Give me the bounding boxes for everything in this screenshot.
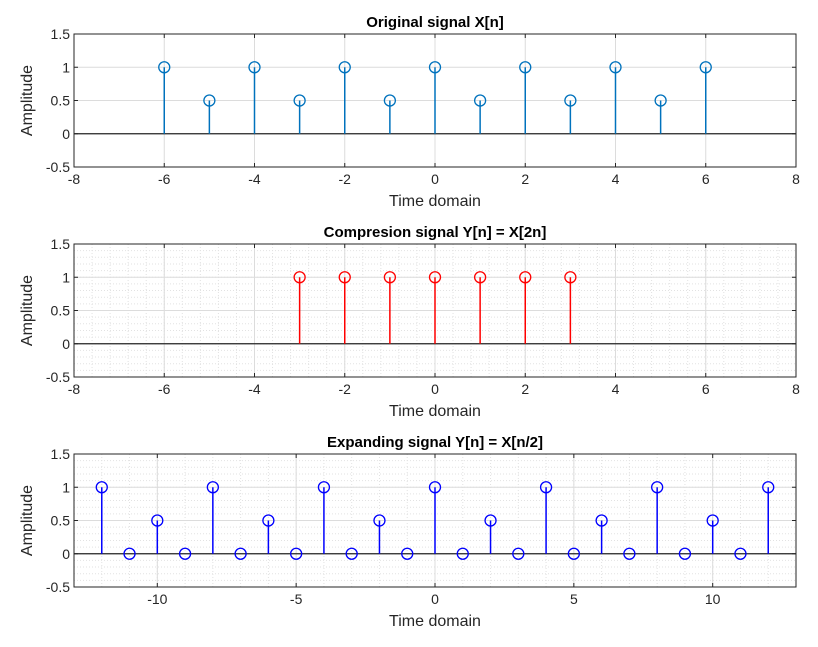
stem-marker	[473, 94, 487, 107]
subplot-2: -8 -6 -4 -2 0 2 4 6 8 -0.5 0 0.5 1 1.5 Compresion sign…	[19, 224, 800, 420]
x-tick-label: -2	[339, 381, 352, 397]
y-tick-label: 1	[62, 479, 70, 495]
y-tick-label: 0	[62, 126, 70, 142]
stem-marker	[373, 514, 386, 527]
y-tick-label: -0.5	[46, 159, 70, 175]
stem-marker	[651, 481, 664, 494]
x-tick-label: -8	[68, 171, 81, 187]
stem-marker	[706, 514, 719, 527]
x-tick-label: 0	[431, 591, 439, 607]
x-tick-label: 10	[705, 591, 721, 607]
x-tick-label: 4	[612, 381, 620, 397]
x-tick-label: 6	[702, 171, 710, 187]
x-tick-label: -8	[68, 381, 81, 397]
y-tick-label: -0.5	[46, 369, 70, 385]
subplot-1: -8 -6 -4 -2 0 2 4 6 8 -0.5 0 0.5 1 1.5 Original signal…	[19, 14, 800, 210]
stem-marker	[151, 514, 164, 527]
stem-marker	[234, 547, 247, 560]
x-tick-label: -6	[158, 171, 171, 187]
chart-title: Compresion signal Y[n] = X[2n]	[324, 224, 547, 241]
stem-marker	[95, 481, 108, 494]
y-tick-label: 0	[62, 546, 70, 562]
stem-marker	[383, 271, 397, 284]
y-tick-label: -0.5	[46, 579, 70, 595]
x-axis-label: Time domain	[389, 403, 481, 420]
stem-marker	[609, 61, 622, 74]
stem-marker	[158, 61, 171, 74]
y-tick-label: 1	[62, 59, 70, 75]
x-tick-label: -2	[339, 171, 352, 187]
y-tick-label: 0	[62, 336, 70, 352]
stem-marker	[203, 94, 216, 107]
stem-marker	[262, 514, 275, 527]
stem-marker	[428, 61, 442, 74]
stem-marker	[428, 271, 442, 284]
y-tick-label: 1.5	[51, 446, 71, 462]
stem-marker	[567, 547, 580, 560]
x-tick-label: -5	[290, 591, 303, 607]
stem-marker	[654, 94, 667, 107]
y-tick-label: 0.5	[51, 513, 71, 529]
stem-marker	[248, 61, 261, 74]
stem-marker	[678, 547, 692, 560]
chart-title: Expanding signal Y[n] = X[n/2]	[327, 434, 543, 451]
stem-marker	[564, 271, 577, 284]
stem-marker	[317, 481, 331, 494]
stem-marker	[293, 271, 306, 284]
stem-marker	[595, 514, 608, 527]
stem-marker	[178, 547, 192, 560]
y-tick-label: 0.5	[51, 303, 71, 319]
stem-marker	[519, 61, 532, 74]
x-tick-label: 0	[431, 381, 439, 397]
stem-marker	[456, 547, 469, 560]
stem-marker	[512, 547, 525, 560]
y-tick-label: 1.5	[51, 26, 71, 42]
stem-marker	[699, 61, 712, 74]
stem-marker	[484, 514, 497, 527]
stem-marker	[473, 271, 487, 284]
stem-marker	[762, 481, 775, 494]
stem-marker	[345, 547, 358, 560]
x-tick-label: 5	[570, 591, 578, 607]
stem-marker	[428, 481, 442, 494]
subplot-3: -10 -5 0 5 10 -0.5 0 0.5 1 1.5 Expanding signal Y[…	[19, 434, 797, 630]
stem-marker	[539, 481, 553, 494]
x-tick-label: 4	[612, 171, 620, 187]
stem-marker	[206, 481, 219, 494]
stem-marker	[293, 94, 306, 107]
stem-marker	[519, 271, 532, 284]
y-axis-label: Amplitude	[19, 275, 36, 346]
x-tick-label: 8	[792, 381, 800, 397]
stem-marker	[734, 547, 747, 560]
y-tick-label: 0.5	[51, 93, 71, 109]
stem-marker	[338, 271, 351, 284]
x-tick-label: 0	[431, 171, 439, 187]
x-axis-label: Time domain	[389, 193, 481, 210]
x-tick-label: -4	[248, 171, 261, 187]
stem-marker	[383, 94, 397, 107]
x-tick-label: 2	[521, 381, 529, 397]
x-tick-label: -10	[147, 591, 167, 607]
stem-marker	[338, 61, 351, 74]
x-tick-label: -6	[158, 381, 171, 397]
x-tick-label: -4	[248, 381, 261, 397]
stem-marker	[123, 547, 136, 560]
x-tick-label: 8	[792, 171, 800, 187]
stem-marker	[401, 547, 414, 560]
chart-title: Original signal X[n]	[366, 14, 504, 31]
y-tick-label: 1	[62, 269, 70, 285]
stem-marker	[564, 94, 577, 107]
y-tick-label: 1.5	[51, 236, 71, 252]
x-tick-label: 2	[521, 171, 529, 187]
stem-marker	[290, 547, 303, 560]
x-tick-label: 6	[702, 381, 710, 397]
stem-marker	[623, 547, 636, 560]
y-axis-label: Amplitude	[19, 485, 36, 556]
y-axis-label: Amplitude	[19, 65, 36, 136]
x-axis-label: Time domain	[389, 613, 481, 630]
